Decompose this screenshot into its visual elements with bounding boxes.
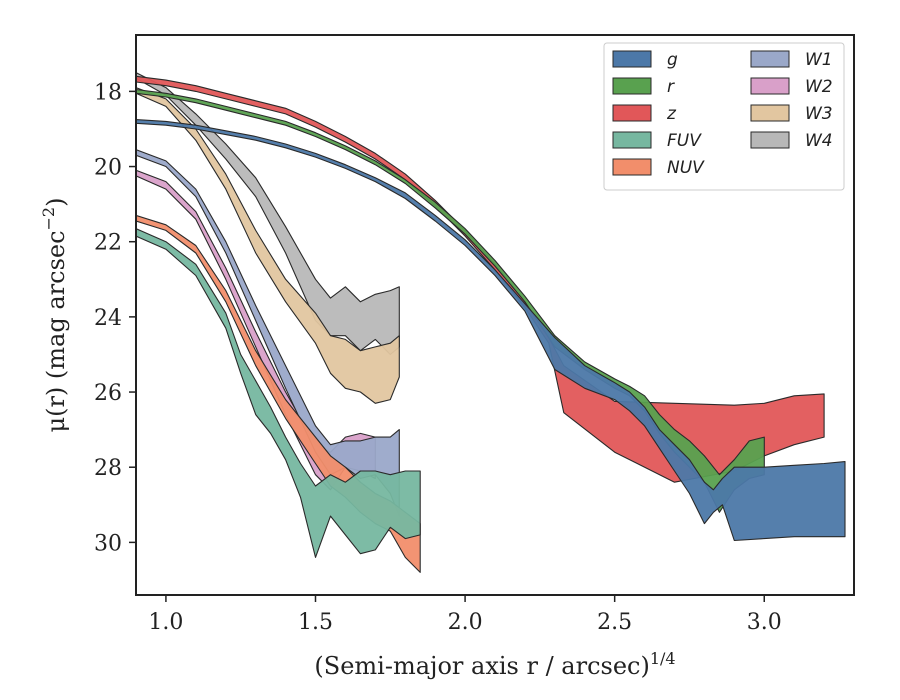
legend-swatch-w1 [750, 50, 790, 68]
x-tick-label: 2.0 [448, 610, 483, 635]
legend-swatch-z [612, 104, 652, 122]
legend-label-w3: W3 [805, 104, 833, 124]
legend-swatch-w3 [750, 104, 790, 122]
x-tick-label: 1.5 [298, 610, 333, 635]
y-tick-label: 26 [94, 381, 122, 406]
series-band-fuv [136, 228, 421, 558]
y-tick-label: 22 [94, 231, 122, 256]
y-tick-label: 30 [94, 531, 122, 556]
legend-label-nuv: NUV [667, 158, 705, 178]
legend-label-fuv: FUV [667, 131, 702, 151]
series-band-g [136, 119, 846, 542]
legend-swatch-nuv [612, 158, 652, 176]
x-tick-label: 3.0 [747, 610, 782, 635]
series-layer [136, 72, 846, 573]
legend-label-w2: W2 [805, 77, 833, 97]
y-axis-label-superscript: −2 [39, 207, 58, 231]
legend-label-w1: W1 [805, 50, 833, 70]
legend-label-z: z [666, 104, 677, 124]
legend-label-r: r [667, 77, 675, 97]
legend-swatch-g [612, 50, 652, 68]
y-tick-label: 24 [94, 306, 122, 331]
legend-swatch-w2 [750, 77, 790, 95]
legend-swatch-r [612, 77, 652, 95]
x-axis-label-superscript: 1/4 [650, 649, 676, 668]
x-axis-label: (Semi-major axis r / arcsec)1/4 [314, 649, 675, 680]
plot-frame [135, 34, 855, 596]
legend-label-w4: W4 [805, 131, 833, 151]
legend-label-g: g [667, 50, 678, 70]
legend-swatch-fuv [612, 131, 652, 149]
y-tick-label: 20 [94, 156, 122, 181]
legend-swatch-w4 [750, 131, 790, 149]
y-axis: 18 20 22 24 26 28 30 [94, 80, 136, 556]
x-tick-label: 2.5 [597, 610, 632, 635]
y-tick-label: 18 [94, 80, 122, 105]
y-tick-label: 28 [94, 456, 122, 481]
series-band-w3 [136, 87, 400, 404]
x-axis: 1.0 1.5 2.0 2.5 3.0 [148, 595, 782, 635]
plot-area [136, 72, 846, 573]
legend: grz FUV NUV W1 W2 W3 W4 [603, 42, 845, 191]
x-tick-label: 1.0 [148, 610, 183, 635]
y-axis-label: μ(r) (mag arcsec−2) [39, 198, 70, 433]
